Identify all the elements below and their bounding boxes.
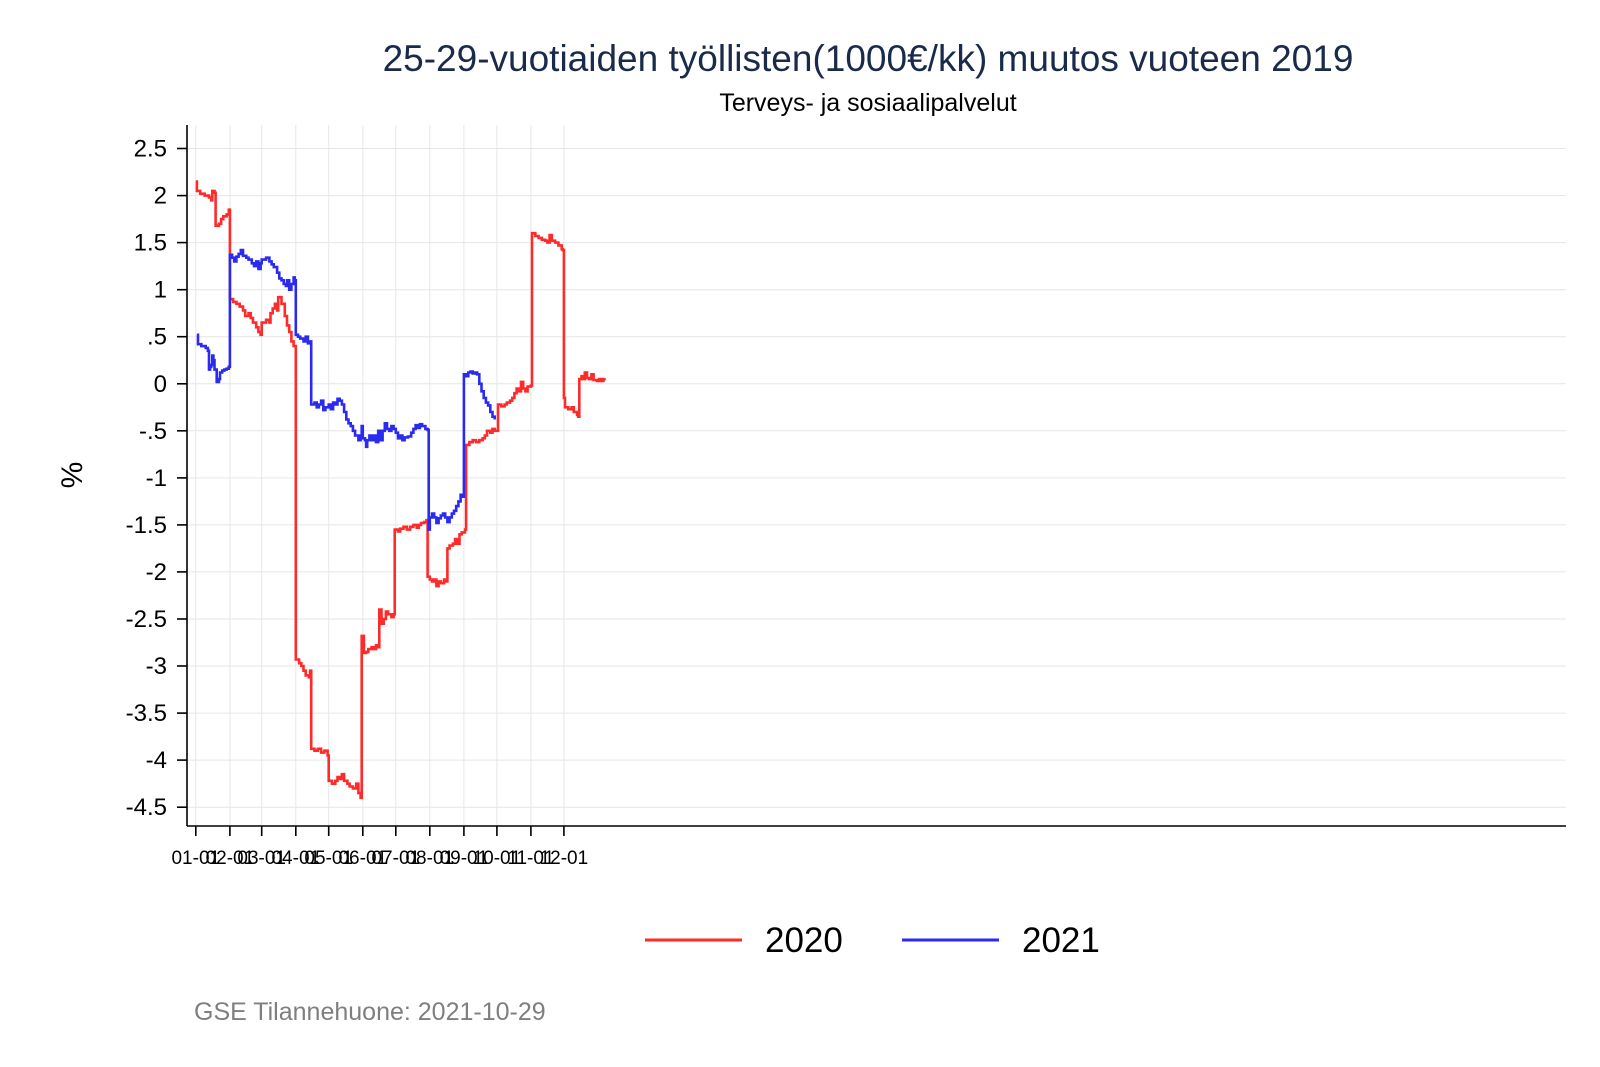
y-tick-label: 2.5: [134, 136, 167, 163]
x-tick-label: 07-01: [371, 848, 420, 869]
x-tick-label: 10-01: [473, 848, 522, 869]
chart-title: 25-29-vuotiaiden työllisten(1000€/kk) mu…: [383, 38, 1354, 79]
series-line-2020: [195, 180, 606, 800]
x-tick-label: 12-01: [540, 848, 589, 869]
x-tick-label: 03-01: [237, 848, 286, 869]
y-tick-label: -4: [146, 747, 167, 774]
source-note: GSE Tilannehuone: 2021-10-29: [194, 998, 546, 1026]
x-tick-label: 05-01: [304, 848, 353, 869]
legend-label-2020: 2020: [765, 921, 843, 960]
y-tick-label: -3.5: [126, 700, 167, 727]
series-lines: [195, 180, 606, 800]
y-tick-label: .5: [147, 324, 167, 351]
y-tick-label: -2.5: [126, 606, 167, 633]
legend: 2020 2021: [645, 921, 1100, 960]
x-tick-label: 06-01: [338, 848, 387, 869]
y-tick-label: -2: [146, 559, 167, 586]
y-axis-ticks: 2.521.51.50-.5-1-1.5-2-2.5-3-3.5-4-4.5: [126, 136, 187, 821]
legend-label-2021: 2021: [1022, 921, 1100, 960]
y-tick-label: 2: [154, 183, 167, 210]
x-tick-label: 01-01: [171, 848, 220, 869]
y-tick-label: 0: [154, 371, 167, 398]
y-axis-label: %: [56, 462, 89, 489]
series-line-2021: [196, 248, 496, 531]
x-tick-label: 09-01: [440, 848, 489, 869]
y-tick-label: -.5: [139, 418, 167, 445]
y-tick-label: -1: [146, 465, 167, 492]
y-tick-label: -4.5: [126, 794, 167, 821]
y-tick-label: -1.5: [126, 512, 167, 539]
y-tick-label: -3: [146, 653, 167, 680]
gridlines: [187, 125, 1566, 826]
x-tick-label: 08-01: [405, 848, 454, 869]
x-tick-label: 04-01: [271, 848, 320, 869]
y-tick-label: 1: [154, 277, 167, 304]
x-tick-label: 11-01: [507, 848, 554, 869]
y-tick-label: 1.5: [134, 230, 167, 257]
chart-subtitle: Terveys- ja sosiaalipalvelut: [719, 89, 1016, 117]
x-axis-ticks: 01-0102-0103-0104-0105-0106-0107-0108-01…: [171, 826, 588, 869]
x-tick-label: 02-01: [206, 848, 255, 869]
